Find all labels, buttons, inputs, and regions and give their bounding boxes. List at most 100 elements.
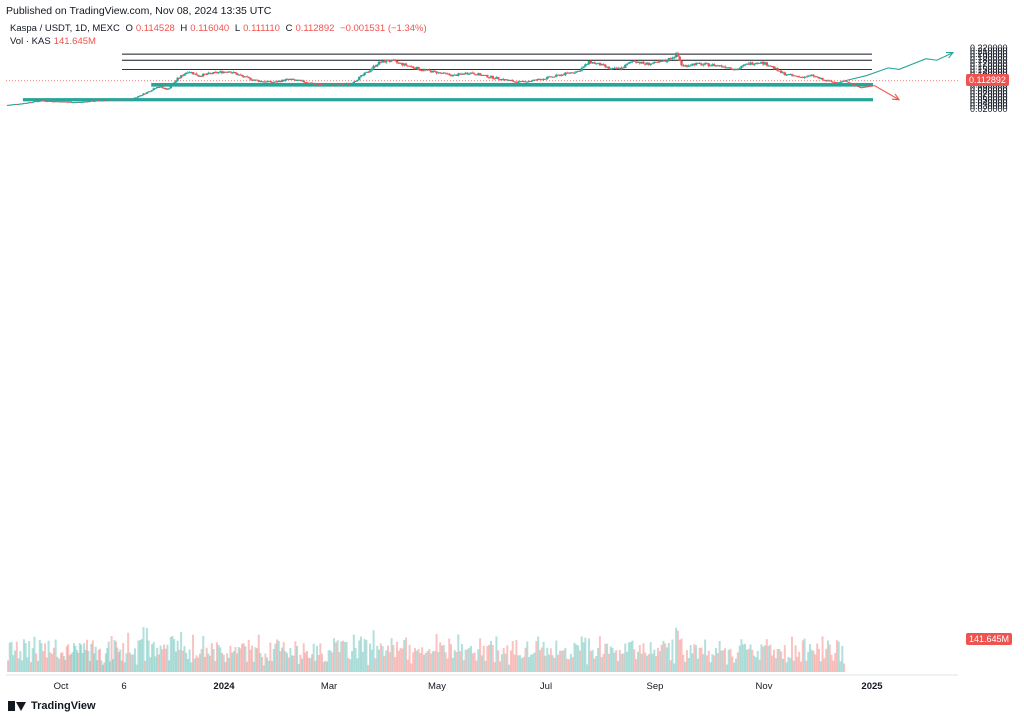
volume-bar [747,648,750,672]
candle-body [78,102,81,104]
candle [314,82,317,85]
candle-body [232,72,235,74]
volume-bar [309,658,312,672]
candle [71,102,74,104]
candle-body [100,100,103,102]
volume-bar [234,647,237,672]
volume-bar [560,650,563,672]
candle [787,73,790,76]
symbol-name[interactable]: Kaspa / USDT, 1D, MEXC [10,23,120,34]
volume-bar [562,650,565,672]
volume-bar [796,656,799,672]
candle-body [65,101,68,103]
candle-body [555,74,558,77]
candle [830,79,833,83]
volume-bar [542,641,545,672]
candle [133,97,137,99]
candle [331,84,334,87]
volume-bar [369,643,372,672]
candle [196,74,200,77]
volume-bar [464,649,467,672]
volume-bar [151,644,154,672]
volume-bar [676,630,679,672]
volume-bar [96,660,99,672]
brand-name: TradingView [31,700,96,712]
volume-bar [426,651,429,672]
candle [392,58,395,61]
tradingview-brand[interactable]: TradingView [8,700,96,712]
candle-body [217,72,220,74]
volume-bar [117,652,120,672]
candle [307,82,310,84]
volume-bar [207,653,210,672]
candle [368,69,372,73]
volume-bar [620,653,623,672]
volume-bar [684,661,687,672]
candle-body [120,99,123,101]
candle-body [720,65,723,67]
volume-bar [327,650,330,672]
volume-bar [412,652,415,672]
resistance-lines[interactable] [6,53,958,82]
volume-bar [635,659,638,672]
candle-body [135,97,138,99]
volume-bar [345,641,348,672]
candle-body [317,83,320,85]
candle [437,72,440,74]
candle-body [665,61,669,63]
candle [279,80,282,83]
projection-arrows[interactable] [844,51,955,101]
volume-bar [582,642,585,672]
volume-bar [671,639,674,672]
candle-body [725,67,729,69]
volume-bar [67,644,70,672]
volume-bar [360,636,363,672]
volume-bar [28,641,31,672]
support-zones[interactable] [22,82,873,102]
candle-body [195,73,198,76]
candle-body [202,73,205,77]
volume-bar [631,640,634,672]
candle-body [788,74,792,76]
volume-bar [839,661,842,672]
candle-body [392,59,395,61]
volume-bar [142,627,145,672]
volume-bar [558,650,561,672]
candle-body [707,63,710,67]
candle [410,65,413,68]
volume-bar [435,633,438,672]
candle [584,63,587,68]
volume-value: 141.645M [53,36,96,47]
volume-bar [47,640,50,672]
candle-body [767,65,770,67]
candle [386,59,390,62]
volume-bar [817,648,820,672]
volume-bar [444,652,447,672]
volume-bar [517,655,520,672]
volume-bar [185,652,188,672]
volume-bar [502,647,505,672]
candle-body [671,57,674,60]
candle [349,82,352,85]
candle [440,72,444,75]
volume-bar [159,645,162,672]
candle-body [207,72,210,75]
volume-bar [29,662,32,672]
volume-bar [745,649,748,672]
candle [57,101,61,103]
candle [835,82,839,84]
volume-bar [307,657,310,672]
candle [114,98,118,101]
candle [558,74,562,77]
candle [91,100,94,102]
volume-bar [564,647,567,672]
candle [162,87,166,89]
candle-body [781,72,785,74]
candle-body [529,81,533,83]
volume-bar [771,655,774,672]
volume-bar [649,642,652,672]
volume-bar [774,658,777,672]
candle-body [615,67,618,69]
candle [486,74,489,78]
